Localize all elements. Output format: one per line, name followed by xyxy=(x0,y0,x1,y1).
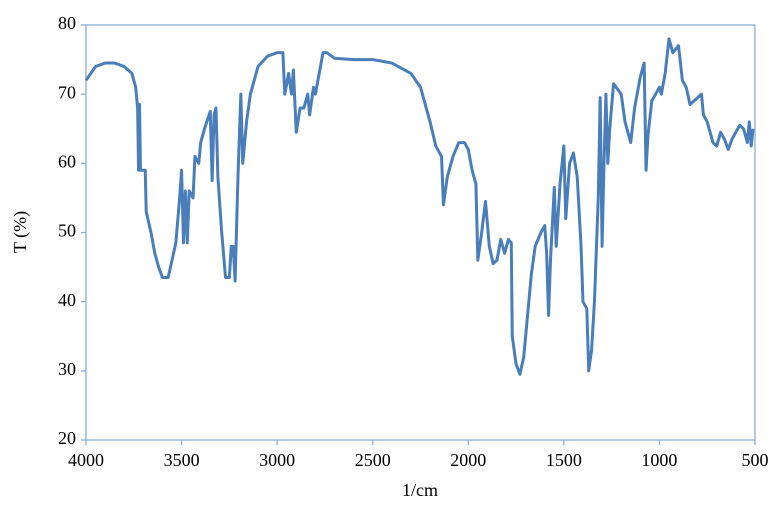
y-tick-label: 70 xyxy=(58,82,76,102)
y-axis-title: T (%) xyxy=(10,211,31,253)
y-tick-label: 40 xyxy=(58,290,76,310)
x-tick-label: 3500 xyxy=(164,450,200,470)
x-tick-label: 1000 xyxy=(641,450,677,470)
x-tick-label: 4000 xyxy=(68,450,104,470)
y-tick-label: 50 xyxy=(58,221,76,241)
x-tick-label: 500 xyxy=(742,450,769,470)
y-tick-label: 60 xyxy=(58,151,76,171)
x-tick-label: 1500 xyxy=(546,450,582,470)
y-tick-label: 30 xyxy=(58,359,76,379)
x-tick-label: 2000 xyxy=(450,450,486,470)
x-tick-label: 2500 xyxy=(355,450,391,470)
y-tick-label: 80 xyxy=(58,13,76,33)
y-tick-label: 20 xyxy=(58,428,76,448)
x-axis-title: 1/cm xyxy=(402,480,438,500)
spectrum-line xyxy=(84,37,755,376)
x-tick-label: 3000 xyxy=(259,450,295,470)
